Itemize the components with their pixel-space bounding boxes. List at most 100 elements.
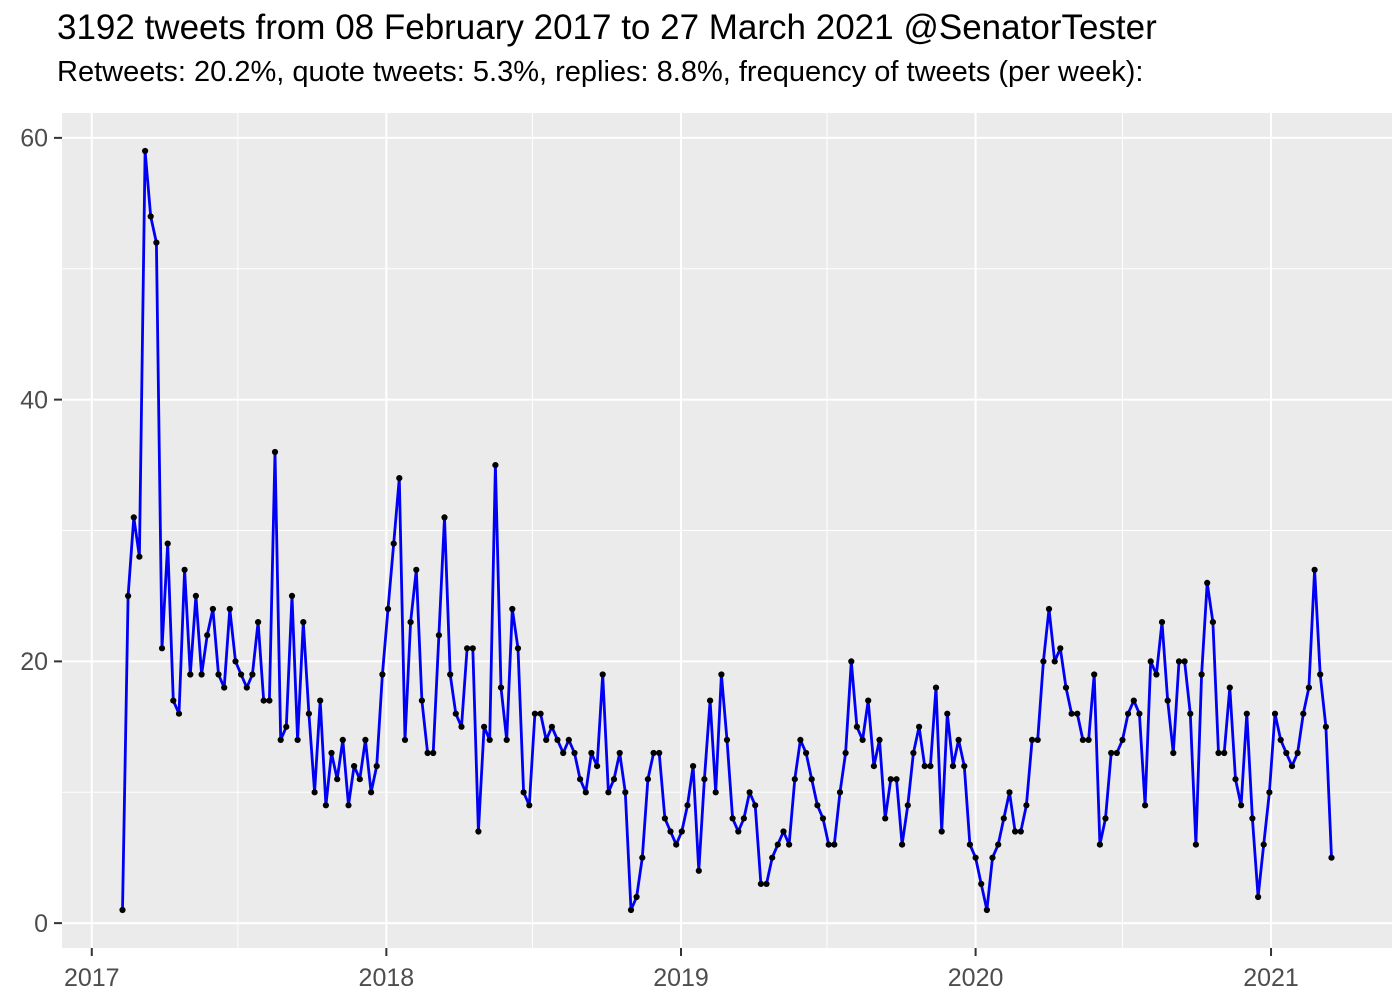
data-point	[831, 841, 838, 848]
data-point	[418, 697, 425, 704]
data-point	[1164, 697, 1171, 704]
data-point	[1108, 749, 1115, 757]
data-point	[407, 619, 414, 626]
data-point	[1102, 815, 1109, 822]
data-point	[577, 776, 584, 783]
data-point	[181, 566, 188, 573]
x-axis-label-2018: 2018	[359, 964, 415, 992]
data-point	[769, 854, 776, 861]
data-point	[605, 789, 612, 796]
data-point	[396, 475, 403, 482]
data-point	[1012, 828, 1019, 835]
data-point	[1277, 736, 1284, 744]
y-axis-label-40: 40	[20, 386, 48, 414]
data-point	[1034, 736, 1041, 744]
data-point	[825, 841, 832, 848]
data-point	[294, 736, 301, 744]
data-point	[949, 763, 957, 770]
data-point	[215, 671, 222, 678]
data-point	[1096, 841, 1103, 848]
data-point	[684, 802, 691, 809]
data-point	[1238, 802, 1245, 809]
data-point	[565, 736, 572, 744]
data-point	[147, 213, 154, 220]
data-point	[548, 723, 556, 730]
data-point	[678, 828, 685, 835]
data-point	[740, 815, 748, 822]
data-point	[1079, 736, 1086, 744]
data-point	[255, 619, 262, 626]
data-point	[588, 749, 595, 757]
data-point	[735, 828, 742, 835]
data-point	[899, 841, 906, 848]
data-point	[170, 697, 177, 704]
data-point	[723, 736, 731, 744]
data-point	[786, 841, 793, 848]
data-point	[1198, 671, 1205, 678]
data-point	[639, 854, 646, 861]
data-point	[1051, 658, 1058, 665]
data-point	[1305, 684, 1312, 691]
chart-subtitle: Retweets: 20.2%, quote tweets: 5.3%, rep…	[57, 56, 1144, 88]
data-point	[1119, 736, 1126, 744]
data-point	[198, 671, 205, 678]
data-point	[249, 671, 256, 678]
data-point	[819, 815, 827, 822]
data-point	[882, 815, 889, 822]
data-point	[153, 239, 160, 246]
data-point	[865, 697, 872, 704]
data-point	[1158, 619, 1166, 626]
data-point	[441, 514, 448, 521]
data-point	[1271, 710, 1279, 717]
data-point	[125, 592, 132, 600]
data-point	[656, 749, 663, 757]
data-point	[995, 841, 1002, 848]
data-point	[379, 671, 386, 678]
data-point	[763, 880, 770, 888]
data-point	[390, 540, 397, 547]
data-point	[690, 763, 697, 770]
data-point	[351, 763, 358, 770]
data-point	[853, 723, 861, 730]
data-point	[887, 776, 894, 783]
data-point	[430, 749, 437, 757]
data-point	[814, 802, 821, 809]
data-point	[1068, 710, 1075, 717]
data-point	[729, 815, 736, 822]
data-point	[848, 658, 855, 665]
data-point	[983, 906, 991, 914]
data-point	[537, 710, 544, 717]
data-point	[1045, 605, 1053, 613]
data-point	[384, 605, 392, 613]
data-point	[526, 802, 533, 809]
data-point	[317, 697, 324, 704]
data-point	[1175, 658, 1183, 665]
data-point	[1243, 710, 1250, 717]
data-point	[322, 802, 329, 809]
data-point	[1260, 841, 1267, 848]
data-point	[136, 553, 143, 560]
data-point	[1062, 684, 1070, 691]
data-point	[797, 736, 804, 744]
data-point	[238, 671, 245, 678]
data-point	[644, 776, 652, 783]
data-point	[859, 736, 866, 744]
data-point	[836, 789, 844, 796]
data-point	[243, 684, 250, 691]
data-point	[1085, 736, 1092, 744]
data-point	[1142, 802, 1149, 809]
data-point	[1170, 749, 1177, 757]
data-point	[554, 736, 561, 744]
data-point	[1209, 619, 1216, 626]
data-point	[1328, 854, 1335, 861]
data-point	[1215, 749, 1222, 757]
data-point	[334, 776, 341, 783]
data-point	[509, 605, 516, 613]
data-point	[277, 736, 284, 744]
data-point	[560, 749, 567, 757]
data-point	[300, 619, 307, 626]
y-axis-label-0: 0	[34, 910, 48, 938]
data-point	[616, 749, 623, 757]
data-point	[780, 828, 787, 835]
data-point	[972, 854, 979, 861]
